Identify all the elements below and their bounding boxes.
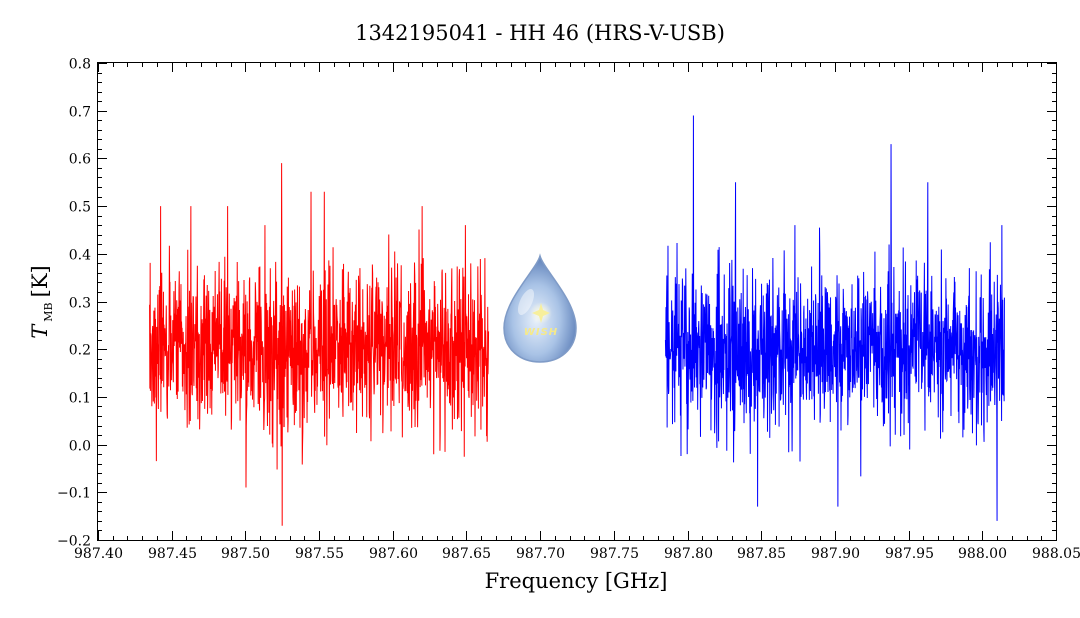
x-tick-label: 987.85	[737, 546, 786, 562]
y-axis-label-sub: MB	[42, 302, 55, 321]
x-tick-label: 988.00	[958, 546, 1007, 562]
y-tick-label: 0.7	[69, 105, 91, 121]
chart-title: 1342195041 - HH 46 (HRS-V-USB)	[355, 21, 725, 45]
y-tick-label: 0.8	[69, 57, 91, 73]
y-tick-label: 0.1	[69, 391, 91, 407]
x-tick-label: 988.05	[1032, 546, 1080, 562]
y-tick-label: −0.1	[57, 486, 91, 502]
y-tick-label: 0.5	[69, 200, 91, 216]
x-tick-label: 987.65	[442, 546, 491, 562]
x-tick-label: 987.55	[295, 546, 344, 562]
x-tick-label: 987.70	[516, 546, 565, 562]
wish-logo-text: WISH	[524, 327, 558, 338]
x-tick-label: 987.40	[74, 546, 123, 562]
y-axis-label-unit: [K]	[28, 265, 52, 297]
y-tick-label: 0.4	[69, 248, 91, 264]
star-icon	[532, 303, 550, 323]
y-axis-label: T MB [K]	[28, 265, 55, 338]
svg-text:TMB[K]: T MB [K]	[28, 265, 55, 338]
y-tick-label: 0.2	[69, 343, 91, 359]
spectrum-series-1	[149, 163, 490, 526]
x-tick-label: 987.90	[811, 546, 860, 562]
x-tick-label: 987.50	[221, 546, 270, 562]
x-tick-label: 987.80	[664, 546, 713, 562]
y-tick-label: 0.6	[69, 152, 91, 168]
y-tick-label: 0.3	[69, 296, 91, 312]
wish-logo: WISH	[503, 253, 577, 363]
y-axis-label-main: T	[28, 323, 52, 339]
x-tick-label: 987.60	[369, 546, 418, 562]
series-layer	[149, 115, 1005, 526]
ticks-layer: 987.40 987.45 987.50 987.55 987.60 987.65 987.…	[57, 57, 1080, 563]
x-tick-label: 987.45	[148, 546, 197, 562]
y-tick-label: 0.0	[69, 439, 91, 455]
y-tick-label: −0.2	[57, 534, 91, 550]
x-tick-label: 987.95	[885, 546, 934, 562]
x-tick-label: 987.75	[590, 546, 639, 562]
x-axis-label: Frequency [GHz]	[485, 569, 668, 593]
spectrum-series-2	[664, 115, 1005, 521]
plot-frame	[97, 62, 1057, 541]
